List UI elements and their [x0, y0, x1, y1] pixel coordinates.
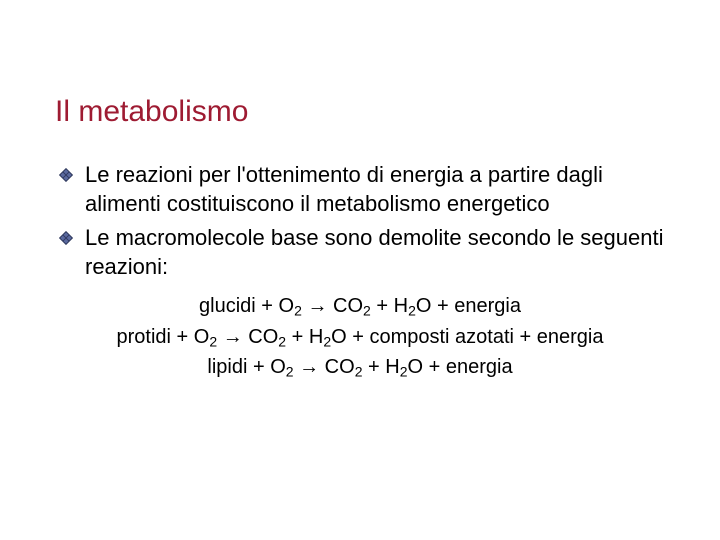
reaction-line: lipidi + O2 → CO2 + H2O + energia [55, 352, 665, 383]
reaction-line: glucidi + O2 → CO2 + H2O + energia [55, 291, 665, 322]
diamond-icon [59, 231, 73, 245]
slide: Il metabolismo Le reazioni per l'ottenim… [0, 0, 720, 540]
page-title: Il metabolismo [55, 95, 665, 129]
reactions-block: glucidi + O2 → CO2 + H2O + energia proti… [55, 291, 665, 383]
bullet-text: Le macromolecole base sono demolite seco… [85, 225, 663, 279]
reaction-line: protidi + O2 → CO2 + H2O + composti azot… [55, 322, 665, 353]
list-item: Le macromolecole base sono demolite seco… [55, 224, 665, 281]
list-item: Le reazioni per l'ottenimento di energia… [55, 161, 665, 218]
bullet-list: Le reazioni per l'ottenimento di energia… [55, 161, 665, 281]
diamond-icon [59, 168, 73, 182]
bullet-text: Le reazioni per l'ottenimento di energia… [85, 162, 603, 216]
